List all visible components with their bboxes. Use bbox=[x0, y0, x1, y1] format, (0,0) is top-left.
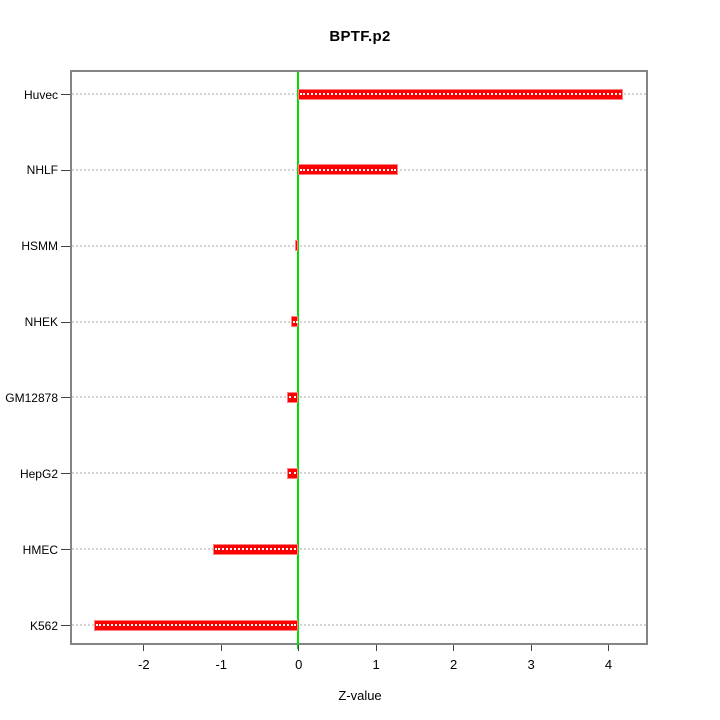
bar-grid-overlay-nhek bbox=[293, 320, 297, 323]
y-label-huvec: Huvec bbox=[23, 87, 58, 102]
y-label-nhek: NHEK bbox=[24, 315, 58, 330]
y-tick-huvec bbox=[61, 94, 70, 95]
y-tick-hsmm bbox=[61, 245, 70, 247]
x-tick-label--2: -2 bbox=[137, 657, 150, 672]
y-tick-nhlf bbox=[61, 169, 70, 171]
y-tick-hmec bbox=[61, 549, 70, 551]
gridline-nhek bbox=[72, 320, 646, 323]
bar-grid-overlay-k562 bbox=[96, 624, 297, 626]
gridline-hsmm bbox=[72, 244, 646, 247]
y-tick-k562 bbox=[61, 625, 70, 626]
x-tick-label--1: -1 bbox=[215, 657, 227, 672]
y-label-nhlf: NHLF bbox=[26, 163, 58, 178]
x-tick--2 bbox=[143, 645, 145, 651]
x-tick-label-1: 1 bbox=[372, 657, 380, 672]
x-tick-0 bbox=[298, 645, 300, 651]
chart-title: BPTF.p2 bbox=[329, 28, 391, 45]
x-tick-4 bbox=[608, 645, 610, 651]
x-tick-3 bbox=[530, 645, 532, 651]
y-label-k562: K562 bbox=[29, 618, 58, 633]
x-tick-label-0: 0 bbox=[295, 657, 303, 672]
gridline-hepg2 bbox=[72, 472, 646, 475]
x-tick-1 bbox=[375, 645, 377, 651]
y-tick-hepg2 bbox=[61, 473, 70, 475]
x-tick-label-4: 4 bbox=[604, 657, 613, 672]
x-tick--1 bbox=[220, 645, 222, 651]
bar-grid-overlay-hmec bbox=[214, 548, 297, 551]
x-tick-label-2: 2 bbox=[449, 657, 458, 672]
zero-reference-line bbox=[297, 72, 300, 649]
y-label-hmec: HMEC bbox=[22, 542, 58, 557]
x-tick-2 bbox=[453, 645, 455, 651]
y-tick-nhek bbox=[61, 321, 70, 323]
plot-area: Huvec NHLF HSMM NHEK GM12878 HepG2 HMEC K562 -2 -… bbox=[5, 70, 648, 672]
bar-hsmm bbox=[295, 240, 299, 252]
bar-grid-overlay-hepg2 bbox=[288, 472, 297, 475]
y-label-hepg2: HepG2 bbox=[19, 466, 58, 481]
x-axis-label: Z-value bbox=[338, 688, 382, 703]
gridline-k562 bbox=[72, 624, 646, 626]
y-label-hsmm: HSMM bbox=[21, 239, 58, 254]
bar-grid-overlay-nhlf bbox=[300, 168, 397, 171]
bar-grid-overlay-gm12878 bbox=[289, 396, 297, 399]
bar-grid-overlay-huvec bbox=[300, 93, 621, 95]
y-label-gm12878: GM12878 bbox=[5, 390, 58, 405]
gridline-hmec bbox=[72, 548, 646, 551]
gridline-gm12878 bbox=[72, 396, 646, 399]
x-tick-label-3: 3 bbox=[527, 657, 535, 672]
y-tick-gm12878 bbox=[61, 397, 70, 399]
